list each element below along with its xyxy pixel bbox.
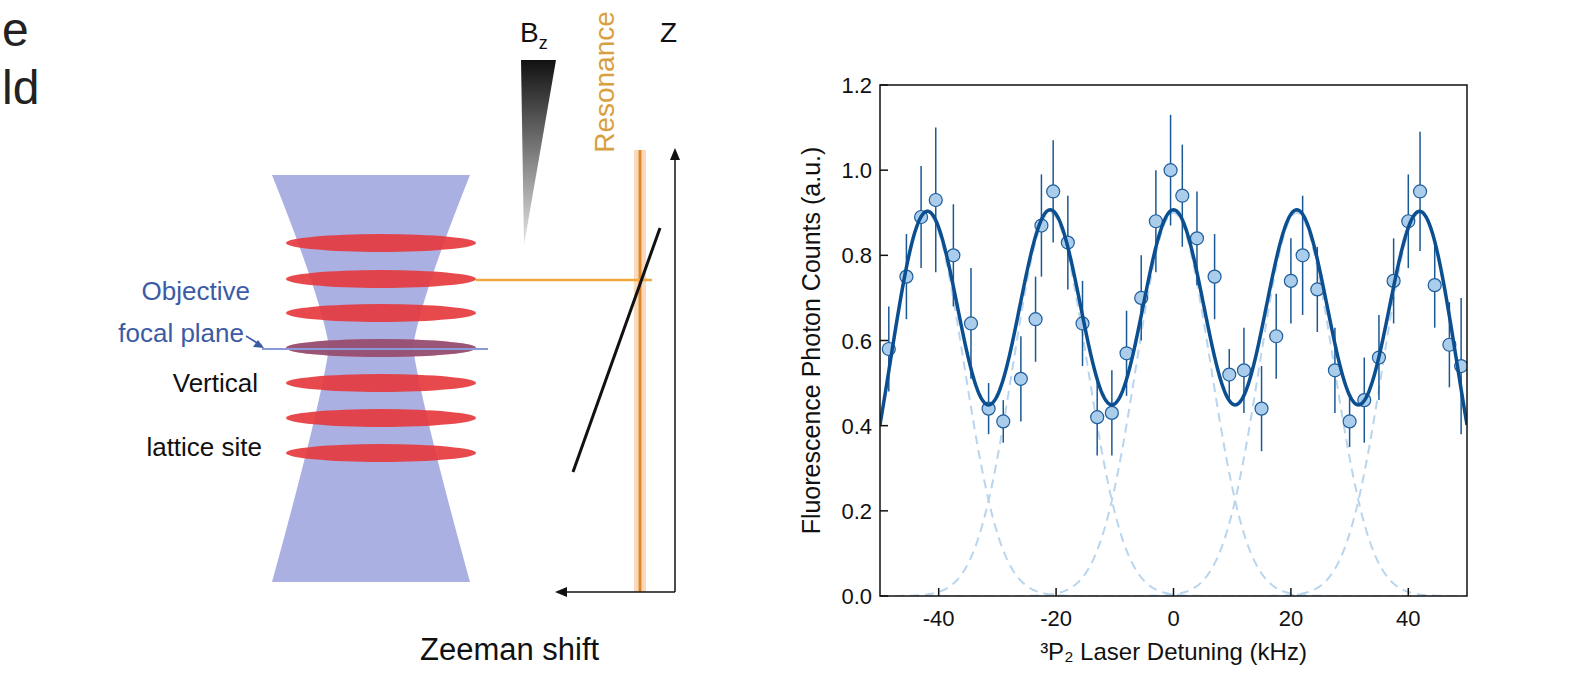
figure: eld Bz Resonance Z Objective focal plane Verti… (0, 0, 1585, 673)
lattice-label: lattice site (146, 432, 262, 462)
y-tick (880, 425, 888, 427)
y-tick-label: 0.6 (841, 329, 872, 354)
x-tick (938, 588, 940, 596)
title-fragment: e (2, 3, 29, 56)
resonance-label: Resonance (589, 11, 620, 153)
x-tick-label: 40 (1396, 606, 1420, 631)
data-point (1343, 415, 1356, 428)
y-tick (880, 340, 888, 342)
zeeman-axis (562, 591, 675, 593)
data-point (1176, 189, 1189, 202)
data-point (1014, 372, 1027, 385)
data-point (1047, 185, 1060, 198)
bz-sub: z (539, 33, 548, 53)
bz-label: Bz (520, 17, 548, 53)
x-tick (1173, 588, 1175, 596)
plot-area (880, 115, 1467, 596)
y-tick (880, 510, 888, 512)
lattice-site (286, 444, 476, 462)
zeeman-line (573, 228, 660, 472)
plot-frame (880, 85, 1467, 596)
resonance-line (639, 150, 642, 592)
data-point (1190, 232, 1203, 245)
lattice-site (286, 304, 476, 322)
x-tick-label: -40 (923, 606, 955, 631)
data-point (1270, 330, 1283, 343)
x-tick-label: -20 (1040, 606, 1072, 631)
y-tick (880, 595, 888, 597)
lattice-label: Vertical (173, 368, 258, 398)
z-label: Z (660, 17, 677, 48)
data-point (997, 415, 1010, 428)
data-point (1255, 402, 1268, 415)
y-tick (880, 84, 888, 86)
field-gradient-wedge (521, 60, 556, 245)
y-tick (880, 255, 888, 257)
focal-arrowhead (253, 340, 264, 348)
chart: -40 -20 0 20 40 0.0 0.2 0.4 0.6 0.8 1.0 1.2 ³P₂ Lase… (797, 73, 1468, 665)
data-point (1237, 364, 1250, 377)
diagram: eld Bz Resonance Z Objective focal plane Verti… (2, 3, 680, 667)
y-tick-label: 0.2 (841, 499, 872, 524)
data-point (1414, 185, 1427, 198)
data-point (1164, 164, 1177, 177)
lattice-site (286, 409, 476, 427)
lattice-site (286, 374, 476, 392)
focal-label: Objective (142, 276, 250, 306)
fit-component (880, 213, 1467, 596)
fit-component (880, 213, 1467, 596)
y-tick-label: 1.0 (841, 158, 872, 183)
y-tick-label: 0.4 (841, 414, 872, 439)
data-point (1428, 279, 1441, 292)
y-axis-title: Fluorescence Photon Counts (a.u.) (797, 147, 825, 535)
y-tick-label: 1.2 (841, 73, 872, 98)
focal-plane-line (262, 348, 488, 350)
error-bars (889, 115, 1461, 456)
points (882, 164, 1467, 428)
title-fragment: ld (2, 61, 39, 114)
zeeman-label: Zeeman shift (420, 632, 600, 667)
data-point (964, 317, 977, 330)
y-tick-label: 0.8 (841, 243, 872, 268)
data-point (1029, 313, 1042, 326)
focal-label: focal plane (118, 318, 244, 348)
lattice-site (286, 234, 476, 252)
data-point (1296, 249, 1309, 262)
fit-component (880, 213, 1467, 596)
y-tick (880, 169, 888, 171)
resonance-glow (634, 150, 646, 592)
data-point (929, 193, 942, 206)
resonance-position (476, 279, 652, 282)
data-point (1208, 270, 1221, 283)
x-axis-title: ³P₂ Laser Detuning (kHz) (1040, 638, 1307, 665)
bz-main: B (520, 17, 539, 48)
data-point (1284, 274, 1297, 287)
x-tick-label: 20 (1279, 606, 1303, 631)
fit-component (880, 213, 1467, 596)
x-tick (1055, 588, 1057, 596)
x-tick (1290, 588, 1292, 596)
lattice-site (286, 270, 476, 288)
z-axis (674, 155, 676, 592)
data-point (1223, 368, 1236, 381)
data-point (1105, 406, 1118, 419)
zeeman-arrowhead (555, 587, 567, 597)
data-point (1091, 411, 1104, 424)
fit-component (880, 213, 1467, 596)
fit-sum (880, 210, 1467, 425)
z-arrowhead (670, 148, 680, 160)
x-tick-label: 0 (1167, 606, 1179, 631)
x-tick (1408, 588, 1410, 596)
y-tick-label: 0.0 (841, 584, 872, 609)
